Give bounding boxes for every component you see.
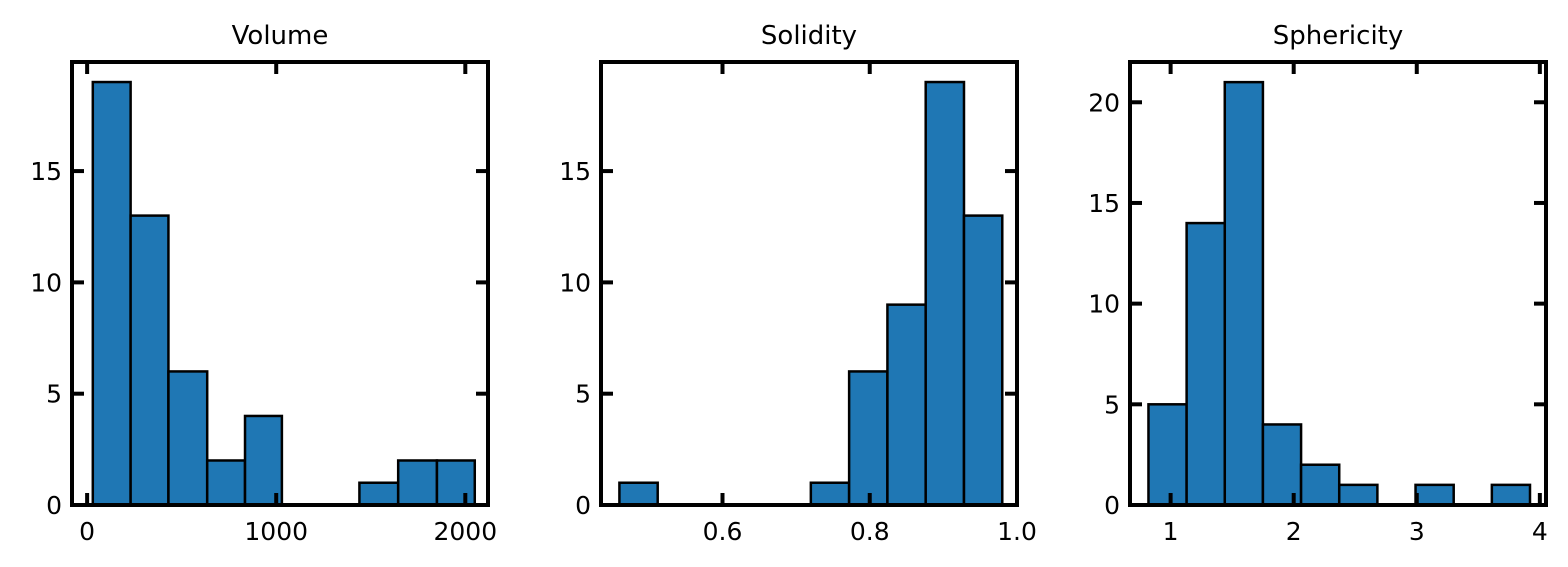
sphericity-x-tick-label: 3 <box>1409 517 1425 546</box>
sphericity-x-tick-label: 2 <box>1286 517 1302 546</box>
volume-y-tick-label: 15 <box>30 157 62 186</box>
solidity-x-tick-label: 1.0 <box>997 517 1037 546</box>
volume-bar <box>205 459 247 507</box>
volume-bar <box>91 80 132 507</box>
sphericity-title: Sphericity <box>1273 21 1404 51</box>
solidity-bar <box>847 370 889 507</box>
solidity-bar <box>618 481 659 507</box>
volume-x-tick-label: 2000 <box>433 517 497 546</box>
solidity-bar <box>962 214 1004 507</box>
solidity-title: Solidity <box>761 21 857 51</box>
solidity-y-tick-label: 15 <box>559 157 591 186</box>
volume-title: Volume <box>232 21 329 51</box>
sphericity-bar <box>1185 221 1227 507</box>
volume-y-tick-label: 0 <box>46 491 62 520</box>
solidity-bar <box>809 481 851 507</box>
volume-x-tick-label: 1000 <box>244 517 308 546</box>
volume-x-tick-label: 0 <box>79 517 95 546</box>
solidity-bar <box>886 303 927 507</box>
sphericity-bar <box>1261 423 1303 507</box>
sphericity-y-tick-label: 15 <box>1088 189 1120 218</box>
sphericity-y-tick-label: 5 <box>1104 390 1120 419</box>
volume-histogram: 0 1000 2000 0 5 10 15 Volume <box>30 21 497 546</box>
volume-bar <box>129 214 170 507</box>
sphericity-histogram: 1 2 3 4 0 5 10 15 20 Sphericity <box>1088 21 1548 546</box>
sphericity-x-tick-label: 1 <box>1163 517 1179 546</box>
solidity-bar <box>924 80 966 507</box>
volume-bar <box>167 370 209 507</box>
sphericity-axes-frame <box>1128 60 1548 507</box>
solidity-x-tick-label: 0.6 <box>703 517 743 546</box>
solidity-x-tick-label: 0.8 <box>850 517 890 546</box>
sphericity-x-tick-label: 4 <box>1532 517 1548 546</box>
sphericity-bar <box>1490 483 1532 507</box>
sphericity-bar <box>1414 483 1455 507</box>
volume-y-tick-label: 5 <box>46 380 62 409</box>
sphericity-bar <box>1299 463 1341 507</box>
volume-bar <box>435 459 477 507</box>
solidity-y-tick-label: 10 <box>559 268 591 297</box>
volume-bar <box>396 459 439 507</box>
volume-bar <box>358 481 400 507</box>
solidity-y-tick-label: 5 <box>575 380 591 409</box>
sphericity-bar <box>1337 483 1379 507</box>
sphericity-bar <box>1147 403 1188 507</box>
sphericity-y-tick-label: 20 <box>1088 88 1120 117</box>
solidity-histogram: 0.6 0.8 1.0 0 5 10 15 Solidity <box>559 21 1037 546</box>
sphericity-y-tick-label: 10 <box>1088 290 1120 319</box>
volume-bar <box>243 414 284 507</box>
sphericity-bar <box>1223 80 1265 507</box>
volume-y-tick-label: 10 <box>30 268 62 297</box>
solidity-y-tick-label: 0 <box>575 491 591 520</box>
sphericity-y-tick-label: 0 <box>1104 491 1120 520</box>
